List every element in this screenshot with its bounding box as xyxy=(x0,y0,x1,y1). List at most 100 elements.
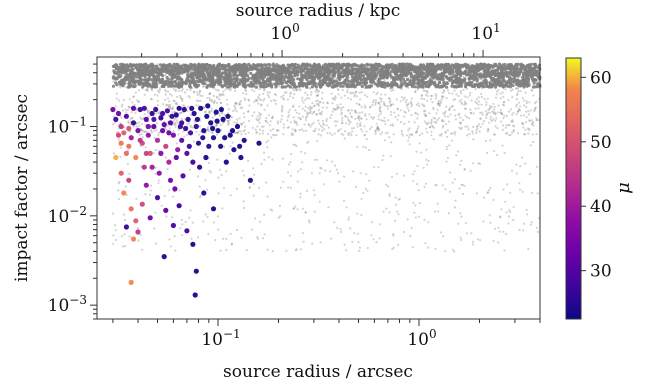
background-point xyxy=(235,84,239,88)
background-point xyxy=(530,221,533,224)
background-point xyxy=(329,132,332,135)
background-point xyxy=(409,65,413,69)
background-point xyxy=(218,98,221,101)
background-point xyxy=(180,89,183,93)
background-point xyxy=(170,94,173,97)
background-point xyxy=(207,130,211,133)
background-point xyxy=(345,91,349,94)
background-point xyxy=(244,89,248,92)
background-point xyxy=(390,175,394,178)
background-point xyxy=(288,85,292,89)
background-point xyxy=(389,105,392,108)
background-point xyxy=(235,187,238,190)
background-point xyxy=(114,121,117,124)
background-point xyxy=(418,202,421,205)
background-point xyxy=(313,194,316,197)
background-point xyxy=(194,72,198,76)
background-point xyxy=(139,233,142,236)
background-point xyxy=(282,98,285,101)
background-point xyxy=(475,131,478,135)
background-point xyxy=(226,77,229,80)
background-point xyxy=(363,133,366,136)
background-point xyxy=(333,120,337,123)
background-point xyxy=(196,79,200,84)
background-point xyxy=(294,66,297,69)
background-point xyxy=(390,103,393,106)
background-point xyxy=(283,91,286,94)
background-point xyxy=(360,84,364,89)
background-point xyxy=(518,109,521,112)
background-point xyxy=(430,94,433,98)
background-point xyxy=(377,127,380,131)
background-point xyxy=(216,89,219,92)
background-point xyxy=(340,75,344,79)
background-point xyxy=(191,221,194,224)
background-point xyxy=(201,81,205,85)
background-point xyxy=(114,81,117,84)
background-point xyxy=(533,70,537,74)
background-point xyxy=(191,86,194,90)
background-point xyxy=(510,120,513,123)
background-point xyxy=(366,85,370,89)
background-point xyxy=(298,112,301,115)
background-point xyxy=(492,118,495,121)
background-point xyxy=(309,110,312,113)
background-point xyxy=(196,91,199,94)
background-point xyxy=(438,85,442,89)
background-point xyxy=(210,131,213,134)
background-point xyxy=(277,216,280,219)
background-point xyxy=(358,249,361,253)
background-point xyxy=(244,132,247,136)
background-point xyxy=(381,158,384,162)
background-point xyxy=(397,74,401,78)
background-point xyxy=(387,97,390,100)
background-point xyxy=(314,127,317,130)
background-point xyxy=(255,74,259,78)
background-point xyxy=(346,109,349,112)
background-point xyxy=(261,132,264,135)
background-point xyxy=(313,210,316,213)
background-point xyxy=(490,87,493,90)
background-point xyxy=(518,101,521,104)
background-point xyxy=(299,192,302,195)
background-point xyxy=(474,88,477,91)
background-point xyxy=(163,194,166,197)
background-point xyxy=(176,119,179,122)
background-point xyxy=(487,128,490,131)
background-point xyxy=(267,76,270,79)
background-point xyxy=(142,81,145,84)
background-point xyxy=(112,212,115,215)
background-point xyxy=(334,124,337,127)
background-point xyxy=(234,131,237,134)
background-point xyxy=(385,183,388,186)
background-point xyxy=(512,130,515,133)
background-point xyxy=(181,223,184,226)
background-point xyxy=(512,111,515,114)
background-point xyxy=(258,72,261,75)
background-point xyxy=(316,99,319,102)
background-point xyxy=(239,103,242,106)
background-point xyxy=(426,99,429,102)
background-point xyxy=(421,103,424,106)
background-point xyxy=(527,113,531,116)
background-point xyxy=(198,71,203,75)
background-point xyxy=(524,91,527,94)
background-point xyxy=(262,85,266,89)
background-point xyxy=(316,94,319,97)
background-point xyxy=(240,122,244,126)
background-point xyxy=(173,80,177,84)
background-point xyxy=(532,141,535,144)
background-point xyxy=(468,75,472,79)
background-point xyxy=(232,73,236,77)
background-point xyxy=(487,127,490,131)
background-point xyxy=(252,78,256,82)
background-point xyxy=(246,110,249,113)
background-point xyxy=(280,64,284,68)
background-point xyxy=(515,98,519,101)
background-point xyxy=(309,66,312,69)
background-point xyxy=(127,120,130,123)
background-point xyxy=(170,77,174,81)
background-point xyxy=(425,122,428,125)
background-point xyxy=(501,78,504,82)
background-point xyxy=(174,74,178,79)
